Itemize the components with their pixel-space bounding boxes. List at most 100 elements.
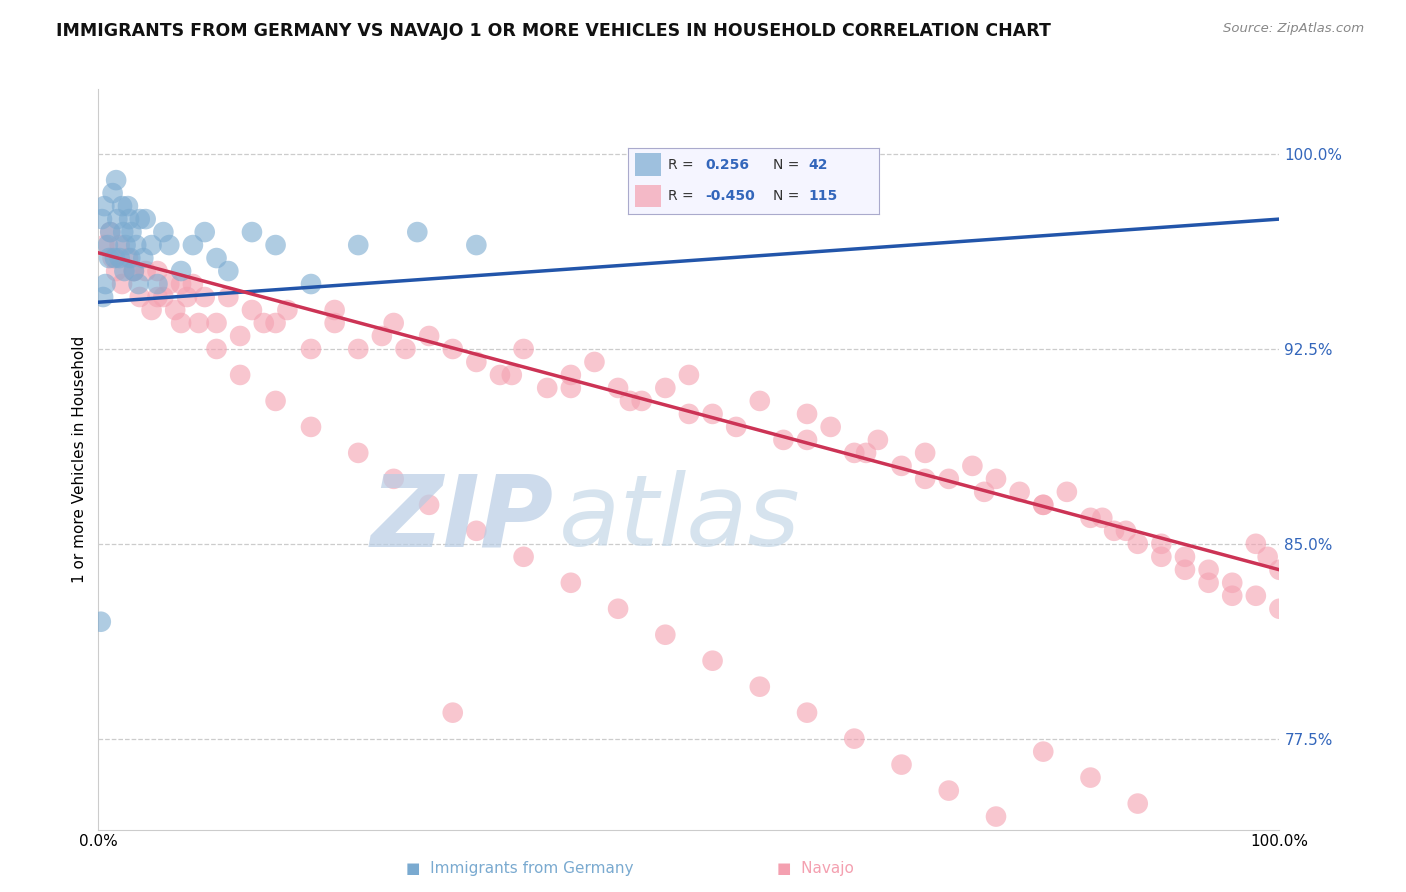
Point — [1268, 563, 1291, 577]
Point — [772, 433, 794, 447]
Text: ■  Immigrants from Germany: ■ Immigrants from Germany — [406, 861, 634, 876]
Point — [406, 225, 429, 239]
Text: N =: N = — [773, 189, 800, 202]
Point — [217, 264, 239, 278]
Point — [512, 342, 534, 356]
Point — [240, 303, 263, 318]
Point — [1150, 537, 1173, 551]
Point — [914, 472, 936, 486]
Point — [1008, 484, 1031, 499]
Point — [1198, 575, 1220, 590]
Text: atlas: atlas — [560, 470, 800, 567]
Point — [323, 316, 346, 330]
Point — [394, 342, 416, 356]
Point — [678, 407, 700, 421]
Point — [418, 498, 440, 512]
Point — [105, 212, 128, 227]
Point — [418, 329, 440, 343]
Text: 115: 115 — [808, 189, 838, 202]
Point — [748, 680, 770, 694]
Point — [489, 368, 512, 382]
Point — [98, 251, 121, 265]
Y-axis label: 1 or more Vehicles in Household: 1 or more Vehicles in Household — [72, 335, 87, 583]
Point — [94, 277, 117, 291]
Point — [1244, 589, 1267, 603]
Point — [181, 238, 204, 252]
Point — [135, 264, 157, 278]
Point — [205, 342, 228, 356]
Text: IMMIGRANTS FROM GERMANY VS NAVAJO 1 OR MORE VEHICLES IN HOUSEHOLD CORRELATION CH: IMMIGRANTS FROM GERMANY VS NAVAJO 1 OR M… — [56, 22, 1052, 40]
Point — [170, 264, 193, 278]
Point — [914, 446, 936, 460]
Point — [176, 290, 198, 304]
Point — [654, 628, 676, 642]
Point — [1220, 589, 1243, 603]
Point — [187, 316, 209, 330]
Point — [146, 290, 169, 304]
Point — [382, 472, 405, 486]
Point — [1244, 537, 1267, 551]
Point — [678, 368, 700, 382]
Point — [890, 757, 912, 772]
Point — [217, 290, 239, 304]
Point — [796, 706, 818, 720]
Point — [121, 225, 143, 239]
Point — [98, 225, 121, 239]
Point — [170, 277, 193, 291]
Point — [299, 277, 322, 291]
Point — [141, 238, 163, 252]
Point — [512, 549, 534, 564]
Point — [1080, 771, 1102, 785]
Point — [114, 238, 136, 252]
Point — [583, 355, 606, 369]
Point — [91, 290, 114, 304]
Point — [128, 277, 150, 291]
Point — [1257, 549, 1279, 564]
Point — [1102, 524, 1125, 538]
Point — [152, 225, 174, 239]
Text: R =: R = — [668, 189, 693, 202]
Point — [170, 316, 193, 330]
Point — [120, 251, 142, 265]
Point — [820, 420, 842, 434]
Point — [205, 316, 228, 330]
Point — [607, 381, 630, 395]
Point — [240, 225, 263, 239]
Point — [630, 393, 652, 408]
Text: 42: 42 — [808, 158, 828, 171]
Point — [105, 173, 128, 187]
Text: N =: N = — [773, 158, 800, 171]
Point — [702, 407, 724, 421]
Point — [441, 342, 464, 356]
Point — [1032, 745, 1054, 759]
Point — [725, 420, 748, 434]
Point — [157, 277, 180, 291]
Point — [264, 393, 287, 408]
Point — [1091, 511, 1114, 525]
Bar — [636, 153, 661, 176]
Point — [1056, 484, 1078, 499]
Point — [194, 225, 217, 239]
Point — [536, 381, 558, 395]
Point — [560, 368, 582, 382]
Point — [98, 225, 121, 239]
Text: -0.450: -0.450 — [706, 189, 755, 202]
Point — [1174, 563, 1197, 577]
Text: Source: ZipAtlas.com: Source: ZipAtlas.com — [1223, 22, 1364, 36]
Point — [984, 472, 1007, 486]
Point — [890, 458, 912, 473]
Point — [93, 199, 115, 213]
Point — [132, 251, 155, 265]
Point — [122, 264, 145, 278]
Point — [105, 264, 128, 278]
Point — [108, 238, 131, 252]
Point — [607, 601, 630, 615]
Point — [1220, 575, 1243, 590]
Point — [938, 472, 960, 486]
Point — [117, 199, 139, 213]
Point — [796, 407, 818, 421]
Point — [844, 731, 866, 746]
Point — [855, 446, 877, 460]
Point — [866, 433, 889, 447]
Point — [135, 212, 157, 227]
